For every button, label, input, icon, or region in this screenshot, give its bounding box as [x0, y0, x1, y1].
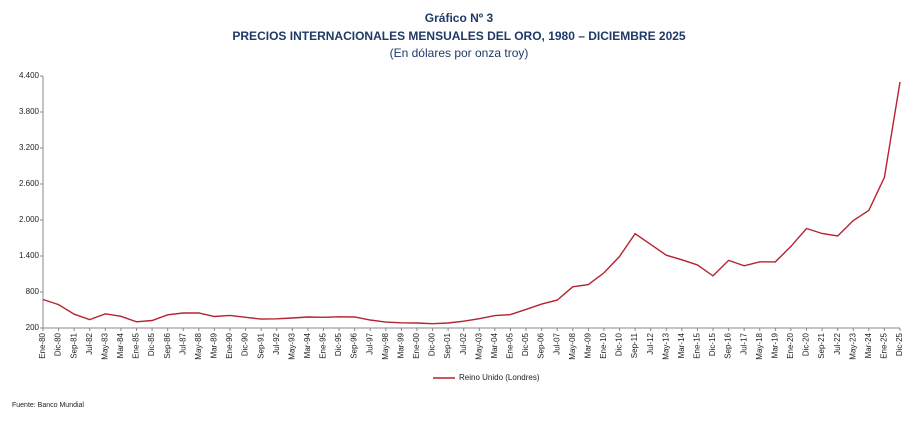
- x-tick-label: Dic-85: [147, 332, 156, 356]
- x-tick-label: Ene-10: [599, 332, 608, 358]
- x-tick-label: Mar-84: [116, 332, 125, 358]
- x-tick-label: Ene-85: [132, 332, 141, 358]
- x-tick-label: May-93: [287, 332, 296, 359]
- x-tick-label: Sep-91: [256, 332, 265, 358]
- y-tick-label: 800: [26, 287, 40, 296]
- legend-label: Reino Unido (Londres): [459, 373, 540, 382]
- series-line: [42, 81, 901, 325]
- x-tick-label: Ene-25: [880, 332, 889, 358]
- x-tick-label: Jul-22: [833, 332, 842, 354]
- x-tick-label: Mar-24: [864, 332, 873, 358]
- y-tick-label: 3.800: [19, 107, 40, 116]
- x-tick-label: Jul-17: [739, 332, 748, 354]
- x-tick-label: Mar-19: [770, 332, 779, 358]
- x-tick-label: Sep-16: [724, 332, 733, 358]
- x-tick-label: Ene-20: [786, 332, 795, 358]
- x-tick-label: May-98: [381, 332, 390, 359]
- x-tick-label: Mar-99: [396, 332, 405, 358]
- y-tick-label: 3.200: [19, 143, 40, 152]
- x-tick-label: Jul-02: [459, 332, 468, 354]
- x-tick-label: Dic-90: [241, 332, 250, 356]
- x-tick-label: Sep-21: [817, 332, 826, 358]
- chart-title: Gráfico Nº 3: [425, 11, 494, 25]
- x-tick-label: Mar-94: [303, 332, 312, 358]
- x-tick-label: Mar-89: [210, 332, 219, 358]
- x-tick-label: Dic-05: [521, 332, 530, 356]
- x-tick-label: Sep-11: [630, 332, 639, 358]
- x-tick-label: Jul-82: [85, 332, 94, 354]
- unit-note: (En dólares por onza troy): [390, 46, 529, 60]
- x-tick-label: Mar-09: [583, 332, 592, 358]
- x-tick-label: Jul-12: [646, 332, 655, 354]
- x-tick-label: Ene-00: [412, 332, 421, 358]
- x-tick-label: Ene-05: [506, 332, 515, 358]
- x-tick-label: Dic-15: [708, 332, 717, 356]
- x-tick-label: Sep-96: [350, 332, 359, 358]
- y-tick-label: 200: [26, 323, 40, 332]
- x-tick-label: May-83: [100, 332, 109, 359]
- x-tick-label: Jul-97: [365, 332, 374, 354]
- x-tick-label: Sep-86: [163, 332, 172, 358]
- x-tick-label: May-23: [848, 332, 857, 359]
- x-tick-label: Ene-15: [693, 332, 702, 358]
- y-tick-label: 4.400: [19, 71, 40, 80]
- y-tick-label: 1.400: [19, 251, 40, 260]
- x-tick-label: Sep-01: [443, 332, 452, 358]
- x-tick-label: Jul-92: [272, 332, 281, 354]
- x-tick-label: Dic-95: [334, 332, 343, 356]
- x-tick-label: May-88: [194, 332, 203, 359]
- x-tick-label: Sep-81: [69, 332, 78, 358]
- x-tick-label: Dic-80: [54, 332, 63, 356]
- x-tick-label: Ene-90: [225, 332, 234, 358]
- y-tick-label: 2.000: [19, 215, 40, 224]
- chart-subtitle: PRECIOS INTERNACIONALES MENSUALES DEL OR…: [232, 29, 686, 43]
- x-tick-label: Mar-14: [677, 332, 686, 358]
- x-tick-label: Sep-06: [537, 332, 546, 358]
- x-tick-label: May-18: [755, 332, 764, 359]
- x-tick-label: Jul-07: [552, 332, 561, 354]
- y-tick-label: 2.600: [19, 179, 40, 188]
- x-tick-label: May-08: [568, 332, 577, 359]
- source-note: Fuente: Banco Mundial: [12, 402, 84, 409]
- x-tick-label: Mar-04: [490, 332, 499, 358]
- x-tick-label: Ene-95: [319, 332, 328, 358]
- x-tick-label: Jul-87: [178, 332, 187, 354]
- x-tick-label: Dic-10: [615, 332, 624, 356]
- x-tick-label: Ene-80: [38, 332, 47, 358]
- x-tick-label: Dic-20: [802, 332, 811, 356]
- x-tick-label: Dic-25: [895, 332, 904, 356]
- x-tick-label: May-03: [474, 332, 483, 359]
- x-tick-label: Dic-00: [428, 332, 437, 356]
- x-tick-label: May-13: [661, 332, 670, 359]
